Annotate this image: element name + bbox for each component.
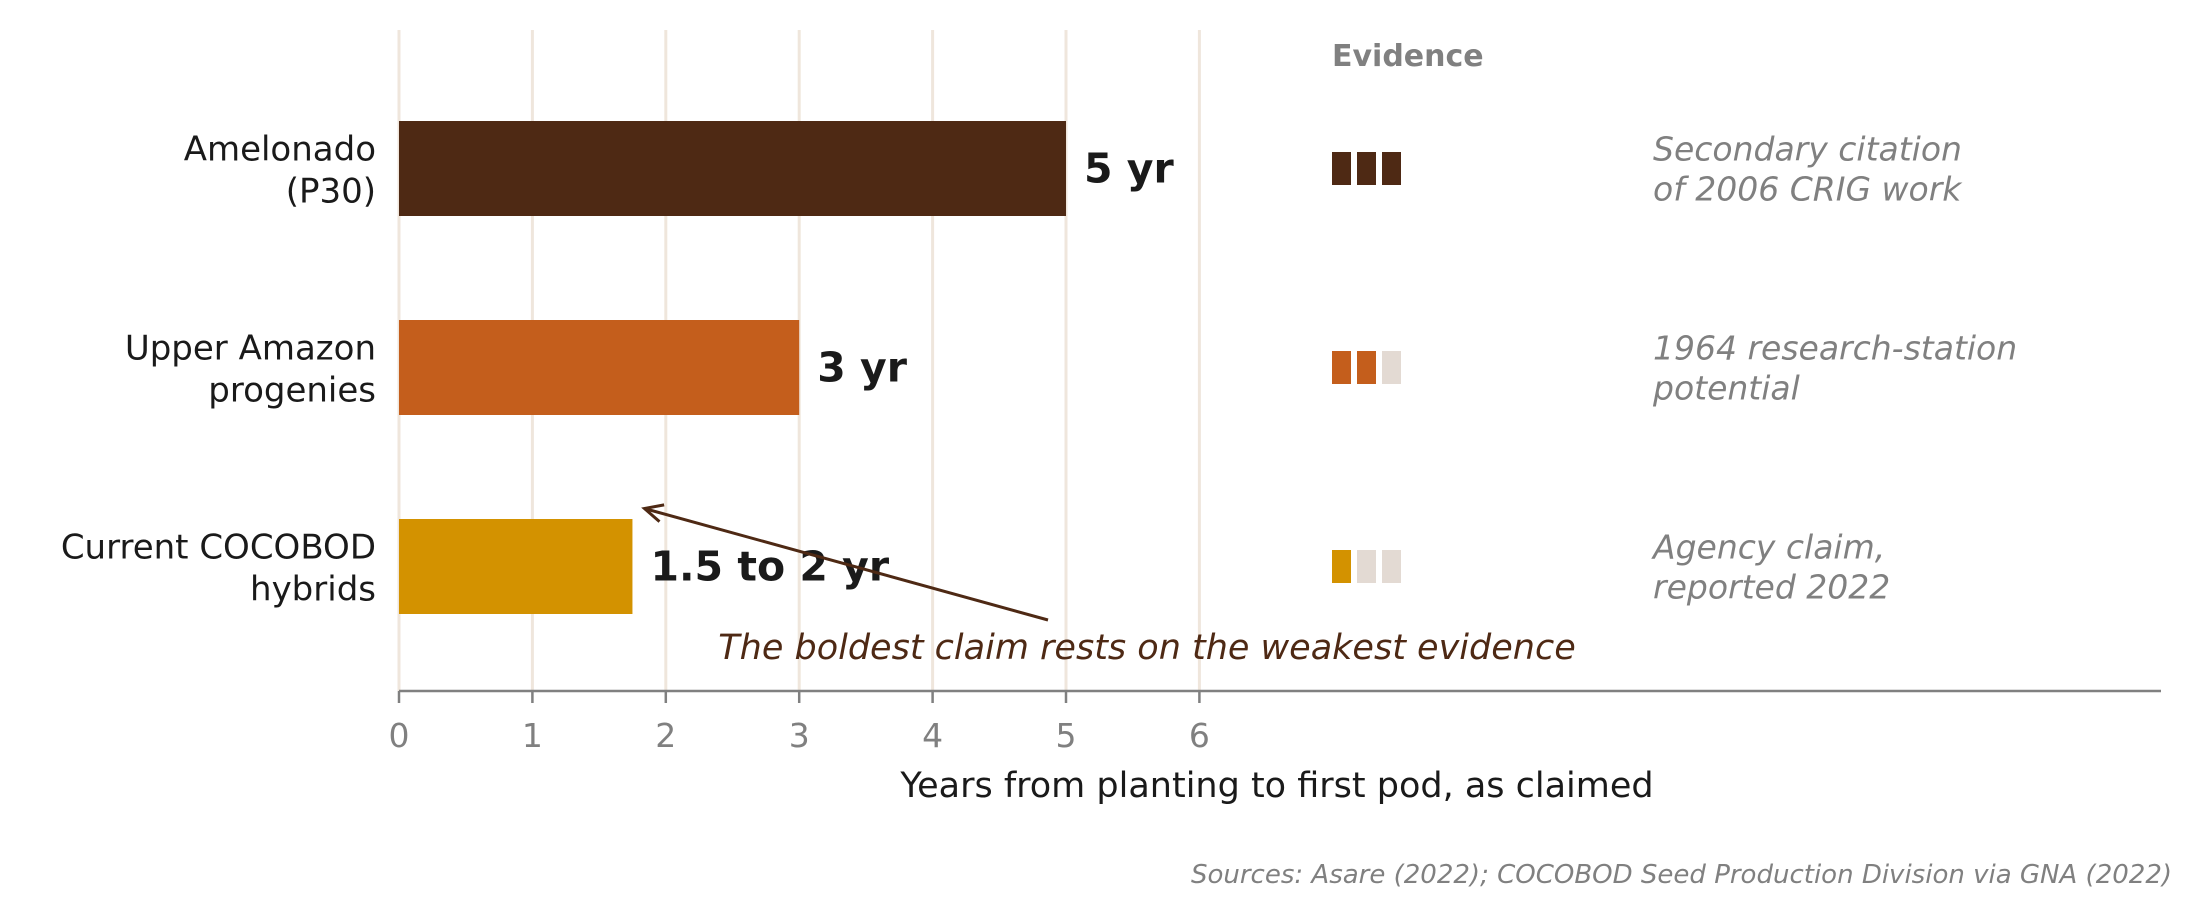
category-label: Current COCOBOD hybrids — [61, 528, 376, 610]
bar — [399, 519, 633, 614]
evidence-square — [1332, 351, 1351, 384]
evidence-square — [1382, 351, 1401, 384]
note-label: Agency claim, reported 2022 — [1651, 528, 1890, 607]
evidence-square — [1382, 550, 1401, 583]
evidence-square — [1332, 152, 1351, 185]
x-tick-label: 3 — [789, 716, 810, 755]
evidence-square — [1332, 550, 1351, 583]
bar — [399, 121, 1066, 216]
annotation-arrow — [644, 507, 1049, 622]
category-labels: Amelonado (P30) Upper Amazon progenies Curre… — [61, 130, 376, 610]
evidence-title: Evidence — [1332, 39, 1484, 74]
value-label: 5 yr — [1084, 145, 1175, 193]
x-tick-label: 2 — [655, 716, 676, 755]
x-tick-label: 5 — [1056, 716, 1077, 755]
annotation-text: The boldest claim rests on the weakest e… — [718, 628, 1575, 668]
annotation: The boldest claim rests on the weakest e… — [641, 503, 1576, 668]
source-note: Sources: Asare (2022); COCOBOD Seed Prod… — [1191, 860, 2172, 890]
evidence-square — [1357, 351, 1376, 384]
evidence-square — [1357, 550, 1376, 583]
evidence-square — [1357, 152, 1376, 185]
evidence-square — [1382, 152, 1401, 185]
value-labels: 5 yr3 yr1.5 to 2 yr — [650, 145, 1174, 591]
category-label: Upper Amazon progenies — [125, 329, 376, 411]
category-label: Amelonado (P30) — [184, 130, 376, 212]
x-tick-label: 0 — [389, 716, 410, 755]
annotation-arrowhead — [641, 503, 665, 523]
x-tick-label: 6 — [1189, 716, 1210, 755]
bar — [399, 320, 800, 415]
x-tick-label: 1 — [522, 716, 543, 755]
x-axis-label: Years from planting to first pod, as cla… — [899, 766, 1653, 806]
note-column: Secondary citation of 2006 CRIG work 1964 … — [1651, 130, 2017, 607]
x-axis: 0 1 2 3 4 5 6 — [389, 689, 2161, 755]
note-label: Secondary citation of 2006 CRIG work — [1653, 130, 1963, 209]
x-tick-label: 4 — [922, 716, 943, 755]
note-label: 1964 research-station potential — [1652, 329, 2017, 408]
evidence-column: Evidence — [1332, 39, 1484, 583]
value-label: 3 yr — [817, 344, 908, 392]
bars — [399, 121, 1066, 614]
